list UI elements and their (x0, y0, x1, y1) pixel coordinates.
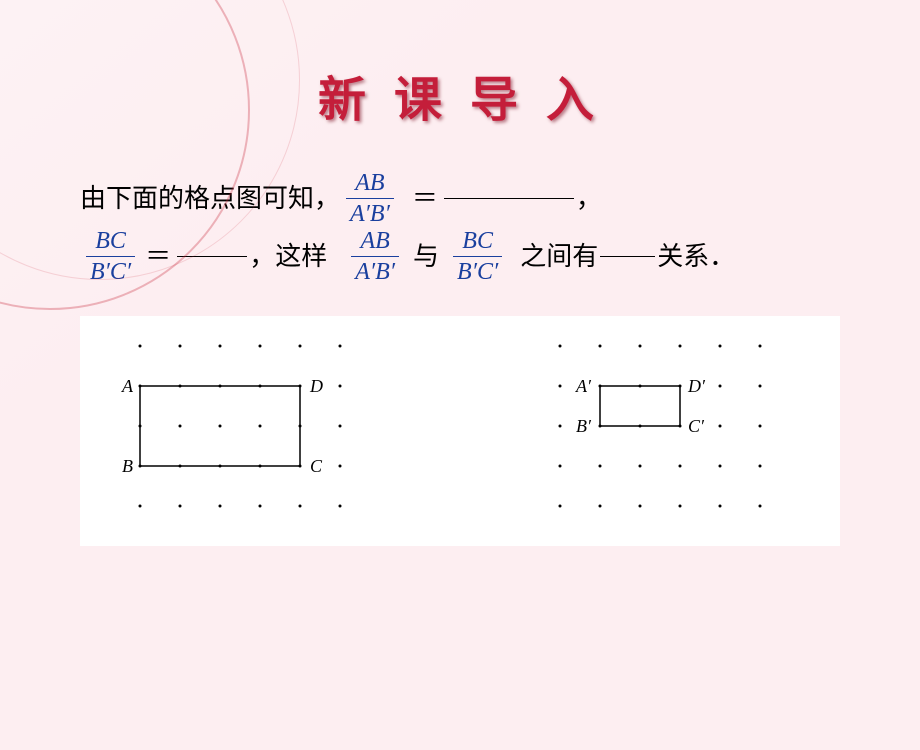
frac1-den: A′B′ (346, 198, 394, 227)
svg-text:C: C (310, 456, 323, 476)
svg-text:B: B (122, 456, 133, 476)
frac4-num: BC (458, 228, 497, 256)
line-2: BC B′C′ ＝ ，这样 AB A′B′ 与 BC B′C′ 之间有 关系． (80, 228, 850, 286)
frac4-den: B′C′ (453, 256, 502, 285)
svg-text:D′: D′ (687, 376, 706, 396)
frac1-num: AB (351, 170, 388, 198)
svg-text:C′: C′ (688, 416, 705, 436)
svg-text:A′: A′ (575, 376, 592, 396)
content-area: 由下面的格点图可知， AB A′B′ ＝ ， BC B′C′ ＝ ，这样 AB … (80, 170, 850, 286)
text-prefix: 由下面的格点图可知， (80, 170, 340, 227)
fraction-3: AB A′B′ (351, 228, 399, 286)
fraction-1: AB A′B′ (346, 170, 394, 228)
fraction-2: BC B′C′ (86, 228, 135, 286)
frac3-den: A′B′ (351, 256, 399, 285)
comma-1: ， (576, 170, 602, 227)
text-guanxi: 关系． (657, 228, 735, 285)
text-yu: 与 (413, 228, 439, 285)
page-title: 新 课 导 入 (0, 60, 920, 130)
frac2-num: BC (91, 228, 130, 256)
line-1: 由下面的格点图可知， AB A′B′ ＝ ， (80, 170, 850, 228)
svg-text:D: D (309, 376, 323, 396)
equals-2: ＝ (145, 228, 171, 285)
fraction-4: BC B′C′ (453, 228, 502, 286)
diagram-container: A D B C A′ D′ B′ C′ (80, 316, 840, 546)
blank-3 (600, 256, 655, 257)
blank-1 (444, 198, 574, 199)
frac3-num: AB (356, 228, 393, 256)
text-zhijian: 之间有 (520, 228, 598, 285)
frac2-den: B′C′ (86, 256, 135, 285)
equals-1: ＝ (412, 170, 438, 227)
grid-diagram: A D B C A′ D′ B′ C′ (80, 316, 840, 546)
text-zheyang: ，这样 (249, 228, 327, 285)
svg-text:B′: B′ (576, 416, 592, 436)
svg-text:A: A (121, 376, 134, 396)
blank-2 (177, 256, 247, 257)
